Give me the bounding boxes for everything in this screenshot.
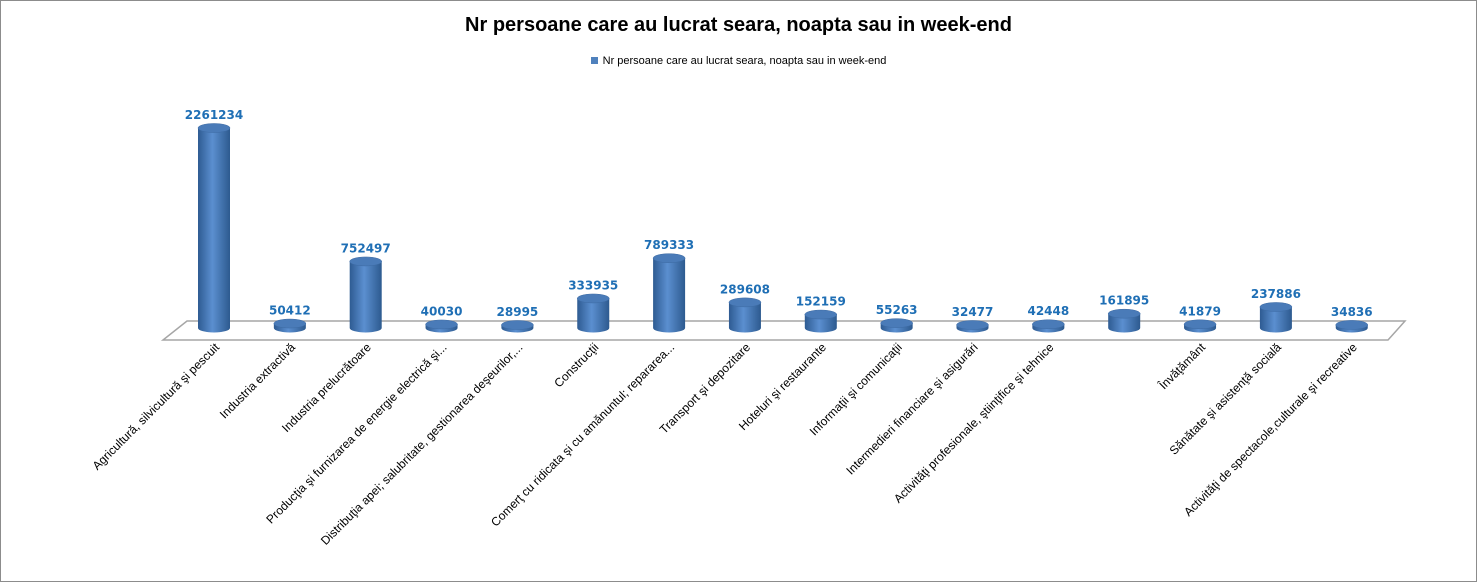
bar-top bbox=[956, 320, 989, 330]
data-label: 237886 bbox=[1251, 287, 1301, 301]
bar-body bbox=[577, 298, 610, 333]
bar bbox=[880, 318, 913, 333]
bar bbox=[197, 123, 231, 333]
data-label: 55263 bbox=[876, 303, 918, 317]
bar bbox=[728, 297, 762, 333]
legend-label: Nr persoane care au lucrat seara, noapta… bbox=[602, 55, 887, 67]
bar bbox=[956, 320, 989, 333]
bar-top bbox=[804, 309, 838, 320]
bar-top bbox=[1107, 308, 1141, 319]
bar bbox=[1032, 319, 1065, 333]
data-label: 289608 bbox=[720, 282, 770, 296]
category-label: Agricultură, silvicultură şi pescuit bbox=[90, 340, 223, 473]
bar-top bbox=[1259, 302, 1293, 312]
data-label: 50412 bbox=[269, 304, 311, 318]
bar-top bbox=[501, 320, 534, 330]
bar-body bbox=[198, 128, 230, 333]
bar bbox=[1107, 308, 1141, 333]
data-label: 32477 bbox=[952, 305, 994, 319]
bar-top bbox=[652, 253, 686, 263]
bar-top bbox=[425, 319, 458, 330]
data-label: 34836 bbox=[1331, 305, 1373, 319]
bar-top bbox=[1335, 320, 1368, 330]
data-label: 789333 bbox=[644, 238, 694, 252]
category-label: Activităţi profesionale, ştiinţifice şi … bbox=[891, 340, 1057, 506]
bar-top bbox=[1183, 319, 1217, 330]
bar bbox=[1335, 320, 1368, 333]
bar-top bbox=[197, 123, 231, 133]
bar bbox=[577, 293, 610, 333]
bar-top bbox=[577, 293, 610, 304]
legend-swatch bbox=[590, 57, 598, 64]
bar-body bbox=[1259, 306, 1292, 333]
data-label: 40030 bbox=[421, 304, 463, 318]
data-label: 2261234 bbox=[185, 108, 243, 122]
data-label: 333935 bbox=[568, 278, 618, 292]
bar bbox=[425, 319, 458, 333]
bar bbox=[1259, 302, 1293, 333]
data-label: 28995 bbox=[497, 305, 539, 319]
bar-body bbox=[728, 302, 761, 333]
chart-legend: Nr persoane care au lucrat seara, noapta… bbox=[0, 55, 1477, 67]
data-label: 152159 bbox=[796, 295, 846, 309]
category-label: Intermedieri financiare şi asigurări bbox=[843, 340, 980, 477]
bar bbox=[273, 318, 307, 333]
category-label: Activităţi de spectacole,culturale şi re… bbox=[1181, 340, 1360, 519]
chart-title: Nr persoane care au lucrat seara, noapta… bbox=[465, 14, 1012, 36]
bar bbox=[1183, 319, 1217, 333]
bar-body bbox=[804, 314, 837, 333]
category-label: Industria extractivă bbox=[217, 340, 298, 421]
data-label: 161895 bbox=[1099, 294, 1149, 308]
bar-body bbox=[1108, 313, 1141, 333]
bar bbox=[804, 309, 838, 333]
data-label: 42448 bbox=[1027, 304, 1069, 318]
category-label: Construcţii bbox=[551, 340, 601, 390]
bar-top bbox=[273, 318, 307, 329]
bar bbox=[652, 253, 686, 333]
bar-top bbox=[728, 297, 762, 308]
bar-body bbox=[349, 261, 382, 333]
bar bbox=[501, 320, 534, 333]
bar bbox=[349, 256, 382, 333]
bar-top bbox=[349, 256, 382, 267]
data-label: 41879 bbox=[1179, 304, 1221, 318]
bar-body bbox=[653, 258, 686, 333]
category-label: Învăţământ bbox=[1155, 339, 1209, 393]
floor bbox=[160, 320, 1407, 341]
data-label: 752497 bbox=[341, 241, 391, 255]
bar-top bbox=[880, 318, 913, 328]
bar-top bbox=[1032, 319, 1065, 329]
